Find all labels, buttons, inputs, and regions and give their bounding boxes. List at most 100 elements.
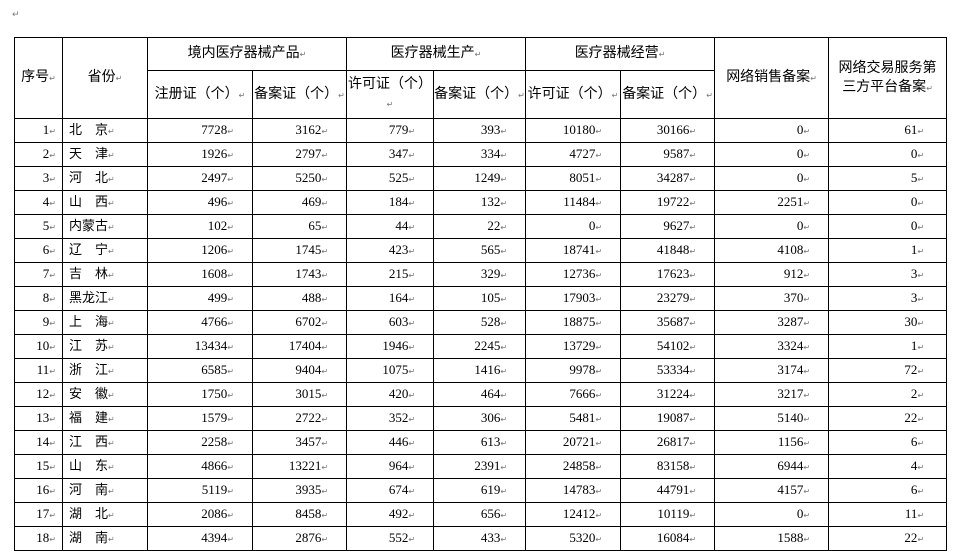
cell-value: 603 — [388, 314, 409, 329]
table-row: 4 山 西 496 469 184 132 11484 19722 2251 0 — [14, 190, 948, 215]
cell-value: 2245 — [474, 338, 501, 353]
table-row: 6 辽 宁 1206 1745 423 565 18741 41848 4108 1 — [14, 238, 948, 263]
cell-value: 6 — [42, 242, 50, 257]
cell-value: 370 — [783, 290, 804, 305]
cell-value: 福 建 — [69, 410, 109, 426]
cell-value: 20721 — [562, 434, 596, 449]
cell-value: 3 — [42, 170, 50, 185]
cell-biz-license: 7666 — [525, 382, 622, 407]
cell-value: 上 海 — [69, 314, 109, 330]
cell-biz-license: 8051 — [525, 166, 622, 191]
cell-online: 3287 — [714, 310, 830, 335]
cell-value: 10 — [36, 338, 50, 353]
cell-value: 72 — [904, 362, 918, 377]
cell-value: 22 — [904, 530, 918, 545]
cell-online: 0 — [714, 166, 830, 191]
cell-value: 17 — [36, 506, 50, 521]
cell-value: 1 — [42, 122, 50, 137]
cell-value: 132 — [480, 194, 501, 209]
cell-value: 2258 — [201, 434, 228, 449]
cell-platform: 3 — [828, 286, 948, 311]
cell-seq: 8 — [14, 286, 63, 311]
cell-value: 65 — [308, 218, 322, 233]
cell-value: 552 — [388, 530, 409, 545]
table-row: 16 河 南 5119 3935 674 619 14783 44791 4157 6 — [14, 478, 948, 503]
cell-value: 674 — [388, 482, 409, 497]
table-row: 11 浙 江 6585 9404 1075 1416 9978 53334 3174 72 — [14, 358, 948, 383]
cell-prod-license: 525 — [346, 166, 435, 191]
cell-reg: 496 — [147, 190, 253, 215]
cell-value: 2391 — [474, 458, 501, 473]
cell-reg: 102 — [147, 214, 253, 239]
cell-biz-license: 10180 — [525, 118, 622, 143]
cell-seq: 13 — [14, 406, 63, 431]
cell-value: 6585 — [201, 362, 228, 377]
cell-province: 浙 江 — [62, 358, 148, 383]
table-row: 12 安 徽 1750 3015 420 464 7666 31224 3217 2 — [14, 382, 948, 407]
cell-value: 19722 — [656, 194, 690, 209]
cell-platform: 22 — [828, 406, 948, 431]
table-row: 2 天 津 1926 2797 347 334 4727 9587 0 0 — [14, 142, 948, 167]
cell-value: 779 — [388, 122, 409, 137]
cell-prod-license: 1946 — [346, 334, 435, 359]
cell-biz-filing: 34287 — [620, 166, 716, 191]
cell-value: 17623 — [656, 266, 690, 281]
cell-filing: 488 — [251, 286, 348, 311]
cell-prod-filing: 329 — [433, 262, 527, 287]
cell-province: 内蒙古 — [62, 214, 148, 239]
cell-value: 3 — [910, 290, 918, 305]
cell-seq: 9 — [14, 310, 63, 335]
cell-value: 30166 — [656, 122, 690, 137]
table-row: 5 内蒙古 102 65 44 22 0 9627 0 0 — [14, 214, 948, 239]
cell-value: 44 — [395, 218, 409, 233]
cell-prod-license: 779 — [346, 118, 435, 143]
cell-value: 19087 — [656, 410, 690, 425]
cell-value: 0 — [910, 218, 918, 233]
cell-online: 6944 — [714, 454, 830, 479]
cell-prod-filing: 1249 — [433, 166, 527, 191]
cell-platform: 6 — [828, 478, 948, 503]
cell-filing: 2797 — [251, 142, 348, 167]
cell-online: 370 — [714, 286, 830, 311]
cell-value: 528 — [480, 314, 501, 329]
cell-value: 4157 — [777, 482, 804, 497]
cell-value: 山 西 — [69, 194, 109, 210]
cell-value: 江 西 — [69, 434, 109, 450]
cell-prod-license: 420 — [346, 382, 435, 407]
cell-value: 423 — [388, 242, 409, 257]
cell-value: 6702 — [295, 314, 322, 329]
cell-reg: 2086 — [147, 502, 253, 527]
cell-value: 14 — [36, 434, 50, 449]
cell-online: 0 — [714, 502, 830, 527]
cell-reg: 1206 — [147, 238, 253, 263]
cell-value: 1743 — [295, 266, 322, 281]
cell-biz-filing: 26817 — [620, 430, 716, 455]
cell-value: 347 — [388, 146, 409, 161]
cell-filing: 8458 — [251, 502, 348, 527]
cell-value: 334 — [480, 146, 501, 161]
cell-biz-filing: 19722 — [620, 190, 716, 215]
cell-platform: 11 — [828, 502, 948, 527]
cell-value: 215 — [388, 266, 409, 281]
cell-biz-license: 20721 — [525, 430, 622, 455]
cell-prod-license: 446 — [346, 430, 435, 455]
table-row: 1 北 京 7728 3162 779 393 10180 30166 0 61 — [14, 118, 948, 143]
cell-value: 湖 南 — [69, 530, 109, 546]
cell-value: 2 — [42, 146, 50, 161]
table-row: 13 福 建 1579 2722 352 306 5481 19087 5140 22 — [14, 406, 948, 431]
cell-prod-filing: 132 — [433, 190, 527, 215]
header-online-sales: 网络销售备案 — [714, 37, 830, 119]
cell-province: 江 苏 — [62, 334, 148, 359]
cell-biz-filing: 83158 — [620, 454, 716, 479]
header-province: 省份 — [62, 37, 148, 119]
cell-filing: 3935 — [251, 478, 348, 503]
cell-value: 黑龙江 — [69, 290, 109, 306]
cell-value: 2251 — [777, 194, 804, 209]
cell-prod-license: 1075 — [346, 358, 435, 383]
cell-prod-filing: 619 — [433, 478, 527, 503]
cell-value: 1588 — [777, 530, 804, 545]
cell-province: 湖 北 — [62, 502, 148, 527]
cell-value: 北 京 — [69, 122, 109, 138]
cell-value: 613 — [480, 434, 501, 449]
cell-value: 13729 — [562, 338, 596, 353]
